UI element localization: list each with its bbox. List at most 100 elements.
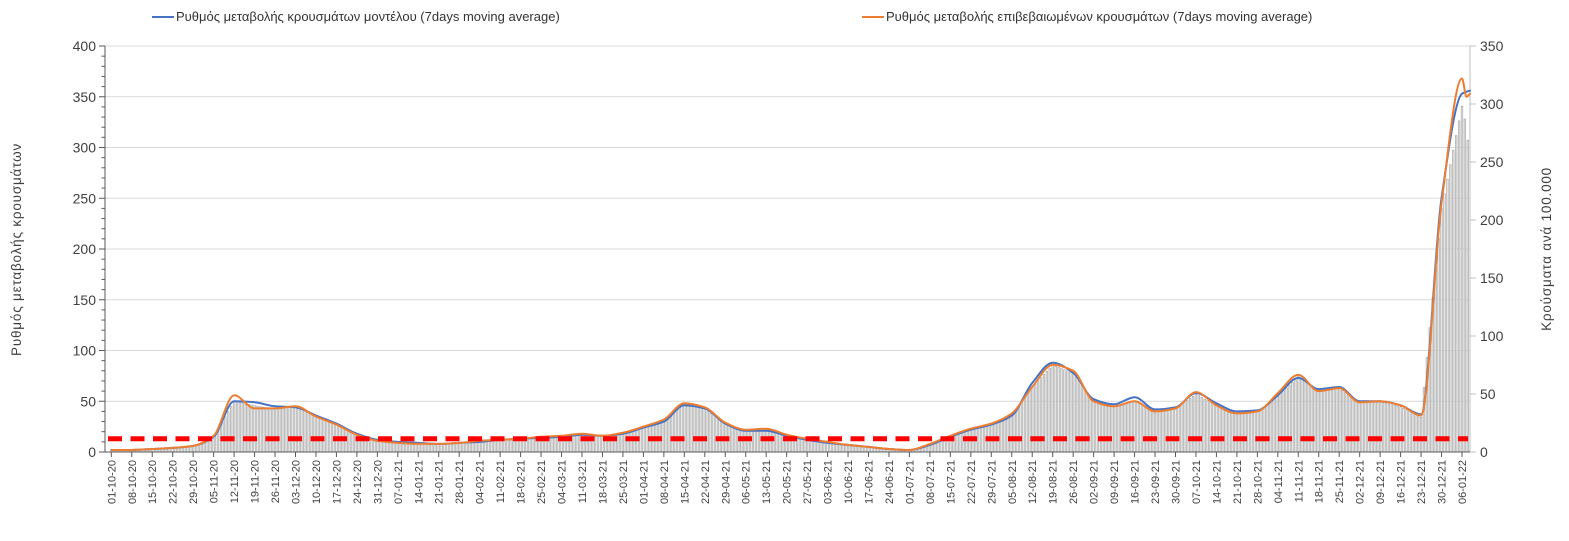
model-line-swatch-icon [152,15,174,18]
daily-case-bar [1393,405,1396,453]
x-tick-label: 04-03-21 [557,460,569,504]
daily-case-bar [1399,406,1402,453]
model-rate-line [110,89,1471,452]
daily-case-bar [621,433,625,453]
daily-case-bar [706,410,709,453]
daily-case-bar [712,414,715,453]
daily-case-bar [1396,405,1399,453]
daily-case-bar [1270,400,1274,453]
daily-case-bar [1077,380,1081,453]
daily-case-bar [1338,387,1341,453]
x-tick-label: 01-10-20 [106,460,118,504]
daily-case-bar [276,408,280,453]
daily-case-bar [1107,404,1110,453]
daily-case-bar [665,418,668,453]
daily-case-bar [352,433,356,453]
daily-case-bar [1457,120,1461,453]
daily-case-bar [1136,402,1139,453]
daily-case-bar [747,430,750,453]
daily-case-bar [1346,394,1350,453]
daily-case-bar [718,418,721,453]
daily-case-bar [1452,149,1455,453]
daily-case-bar [1188,398,1192,453]
x-tick-label: 17-12-20 [331,460,343,504]
daily-case-bar [1466,139,1469,453]
x-tick-label: 25-11-21 [1334,460,1346,503]
daily-case-bar [1130,401,1133,453]
y-right-tick-label: 100 [1480,328,1504,344]
daily-case-bar [572,435,575,453]
daily-case-bar [811,440,815,453]
x-tick-label: 06-01-22 [1457,460,1469,504]
daily-case-bar [384,441,388,453]
daily-case-bar [1022,399,1025,453]
daily-case-bar [958,433,961,453]
daily-case-bar [1317,391,1320,453]
x-tick-label: 18-11-21 [1314,460,1326,503]
daily-case-bar [376,441,379,453]
daily-case-bar [241,402,244,453]
daily-case-bar [437,443,440,453]
daily-case-bar [1194,393,1198,453]
daily-case-bar [1048,367,1051,453]
daily-case-bar [861,446,864,453]
daily-case-bar [1259,408,1262,453]
daily-case-bar [1226,409,1230,453]
daily-case-bar [729,425,733,453]
daily-case-bar [206,440,209,453]
x-tick-label: 08-10-20 [127,460,139,504]
daily-case-bar [1390,404,1393,453]
daily-case-bar [349,432,353,453]
daily-case-bar [1197,395,1201,453]
daily-case-bar [1320,390,1323,453]
daily-case-bar [671,413,674,453]
daily-case-bar [262,406,265,453]
daily-case-bar [700,408,703,453]
x-tick-label: 19-11-20 [250,460,262,503]
daily-case-bar [382,441,385,453]
x-tick-label: 01-07-21 [904,460,916,504]
daily-case-bar [408,443,411,453]
daily-case-bar [1326,389,1329,453]
daily-case-bar [493,440,496,453]
daily-case-bar [1200,397,1203,453]
x-tick-label: 20-05-21 [782,460,794,504]
daily-case-bar [691,406,695,453]
daily-case-bar [577,434,581,453]
daily-case-bar [1253,411,1256,453]
daily-case-bar [317,416,321,453]
x-tick-label: 30-12-21 [1437,460,1449,504]
daily-case-bar [230,406,233,453]
daily-case-bar [800,438,803,453]
daily-case-bar [1335,388,1338,453]
daily-case-bar [1025,395,1028,453]
x-tick-label: 08-04-21 [659,460,671,504]
daily-case-bar [192,445,195,453]
daily-case-bar [1171,409,1174,453]
daily-case-bar [843,445,847,453]
daily-case-bar [174,447,177,453]
y-left-tick-label: 0 [88,444,96,460]
daily-case-bar [285,407,288,453]
daily-case-bar [1174,408,1177,453]
daily-case-bar [668,415,671,453]
legend-label-model: Ρυθμός μεταβολής κρουσμάτων μοντέλου (7d… [176,9,560,24]
daily-case-bar [458,442,461,453]
daily-case-bar [294,406,297,453]
x-tick-label: 09-12-21 [1375,460,1387,504]
daily-case-bar [1083,388,1086,453]
daily-case-bar [1001,419,1005,453]
x-tick-label: 14-10-21 [1211,460,1223,504]
daily-case-bar [732,426,736,453]
daily-case-bar [779,433,782,453]
daily-case-bar [1463,118,1467,453]
daily-case-bar [715,416,718,453]
daily-case-bar [1402,408,1405,453]
x-tick-label: 18-03-21 [597,460,609,504]
daily-case-bar [1446,178,1449,453]
daily-case-bar [1121,404,1124,453]
y-right-tick-label: 0 [1480,444,1488,460]
daily-case-bar [1437,237,1440,453]
x-tick-label: 29-07-21 [986,460,998,504]
daily-case-bar [273,408,277,453]
